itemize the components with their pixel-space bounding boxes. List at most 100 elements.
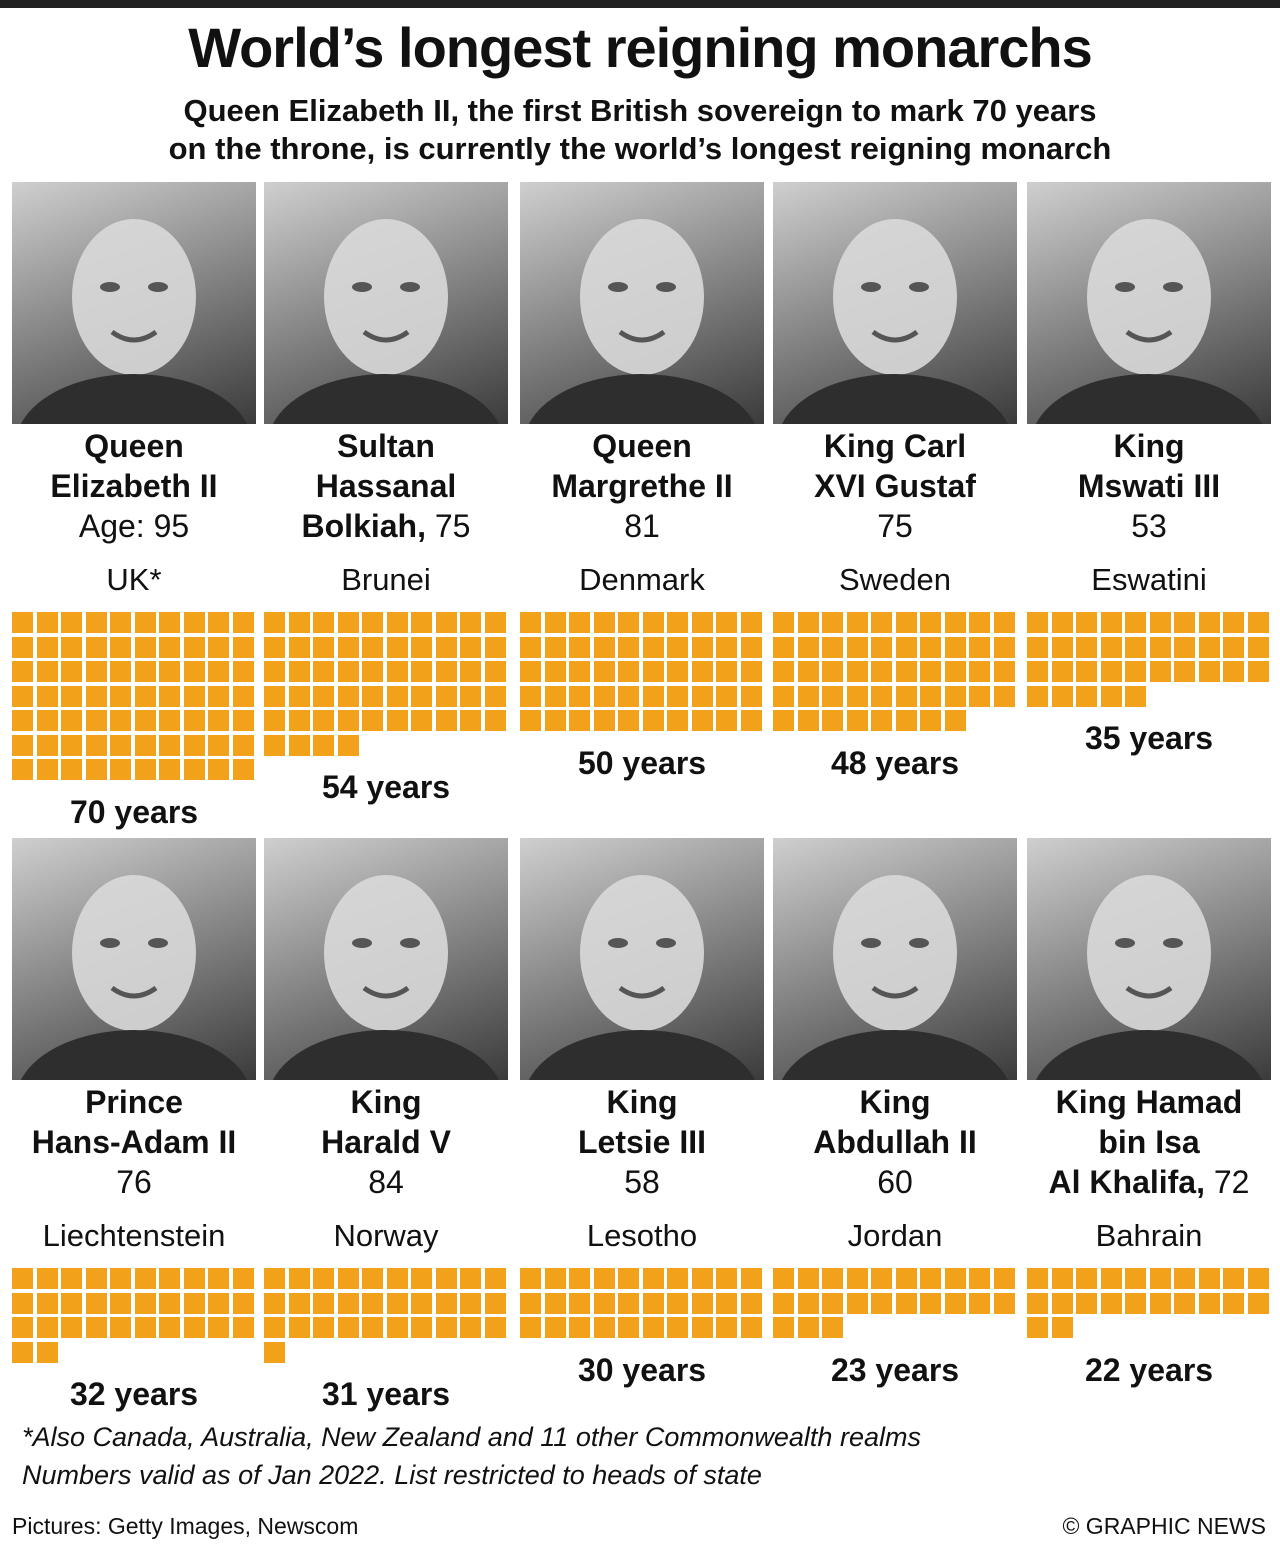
year-square: [484, 661, 506, 682]
year-square: [12, 734, 33, 756]
monarch-name: Sultan Hassanal Bolkiah, 75: [258, 426, 514, 546]
year-square: [484, 1292, 506, 1314]
year-square: [12, 1292, 33, 1314]
year-square: [642, 710, 664, 731]
year-square: [85, 1317, 107, 1338]
year-square: [1125, 1268, 1146, 1289]
year-square: [569, 612, 590, 633]
year-square: [61, 1268, 82, 1289]
year-square: [1027, 1268, 1048, 1289]
portrait-silhouette-icon: [781, 875, 1009, 1080]
portrait-silhouette-icon: [1035, 219, 1263, 424]
year-square: [386, 636, 408, 658]
year-square: [773, 661, 794, 682]
years-label: 70 years: [69, 793, 199, 830]
year-square: [264, 636, 285, 658]
year-square: [1247, 612, 1269, 633]
monarch-card: Prince Hans-Adam II 76 Liechtenstein 32 year…: [12, 838, 256, 1438]
monarch-card: King Hamad bin Isa Al Khalifa, 72 Bahrain 22…: [1027, 838, 1271, 1438]
year-square: [1076, 1292, 1097, 1314]
year-square: [362, 1268, 383, 1289]
year-square: [232, 710, 254, 731]
year-square: [435, 1317, 457, 1338]
reign-waffle: [1027, 612, 1271, 772]
portrait-photo: [773, 838, 1017, 1080]
year-square: [208, 636, 229, 658]
year-square: [667, 710, 688, 731]
year-square: [337, 1292, 359, 1314]
name-line: King Carl: [823, 428, 967, 464]
years-label: 31 years: [321, 1376, 451, 1412]
year-square: [386, 1292, 408, 1314]
year-square: [12, 1341, 33, 1363]
age-value: 60: [877, 1164, 913, 1200]
year-square: [61, 759, 82, 780]
name-line: King: [606, 1084, 678, 1120]
year-square: [691, 661, 713, 682]
year-square: [337, 734, 359, 756]
year-square: [110, 636, 131, 658]
portrait-silhouette-icon: [272, 875, 500, 1080]
year-square: [159, 1268, 180, 1289]
year-square: [773, 685, 794, 707]
year-square: [313, 636, 334, 658]
year-square: [895, 661, 917, 682]
year-square: [1198, 1292, 1220, 1314]
year-square: [208, 661, 229, 682]
year-square: [871, 661, 892, 682]
year-square: [895, 636, 917, 658]
years-label: 30 years: [577, 1351, 707, 1388]
year-square: [386, 1268, 408, 1289]
year-square: [846, 685, 868, 707]
year-square: [569, 661, 590, 682]
year-square: [1198, 636, 1220, 658]
year-square: [232, 661, 254, 682]
year-square: [895, 685, 917, 707]
year-square: [183, 636, 205, 658]
portrait-photo: [520, 182, 764, 424]
year-square: [1125, 661, 1146, 682]
age-value: 81: [624, 508, 660, 544]
country-label: Bahrain: [1095, 1218, 1203, 1253]
age-value: 75: [434, 508, 471, 544]
year-square: [593, 661, 615, 682]
reign-waffle: [264, 612, 508, 772]
year-square: [313, 661, 334, 682]
year-square: [208, 612, 229, 633]
year-square: [288, 612, 310, 633]
year-square: [36, 734, 58, 756]
year-square: [362, 1317, 383, 1338]
years-label: 22 years: [1084, 1351, 1214, 1388]
year-square: [362, 636, 383, 658]
years-label: 32 years: [69, 1376, 199, 1412]
year-square: [208, 1317, 229, 1338]
year-square: [232, 734, 254, 756]
year-square: [264, 1292, 285, 1314]
year-square: [85, 734, 107, 756]
year-square: [895, 1268, 917, 1289]
year-square: [460, 612, 481, 633]
name-line: Harald V: [321, 1124, 451, 1160]
year-square: [36, 612, 58, 633]
age-line: 58: [514, 1162, 770, 1202]
portrait-photo: [520, 838, 764, 1080]
year-square: [667, 612, 688, 633]
year-square: [435, 710, 457, 731]
year-square: [1149, 636, 1171, 658]
year-square: [822, 710, 843, 731]
monarch-card: Sultan Hassanal Bolkiah, 75 Brunei 54 years: [264, 182, 508, 805]
year-square: [411, 1268, 432, 1289]
year-square: [544, 612, 566, 633]
year-square: [822, 1317, 843, 1338]
year-square: [716, 1292, 737, 1314]
year-square: [1174, 1268, 1195, 1289]
year-square: [411, 636, 432, 658]
year-square: [667, 1268, 688, 1289]
year-square: [159, 685, 180, 707]
year-square: [411, 661, 432, 682]
year-square: [110, 661, 131, 682]
year-square: [337, 1317, 359, 1338]
year-square: [969, 685, 990, 707]
portrait-photo: [264, 182, 508, 424]
year-square: [691, 1268, 713, 1289]
